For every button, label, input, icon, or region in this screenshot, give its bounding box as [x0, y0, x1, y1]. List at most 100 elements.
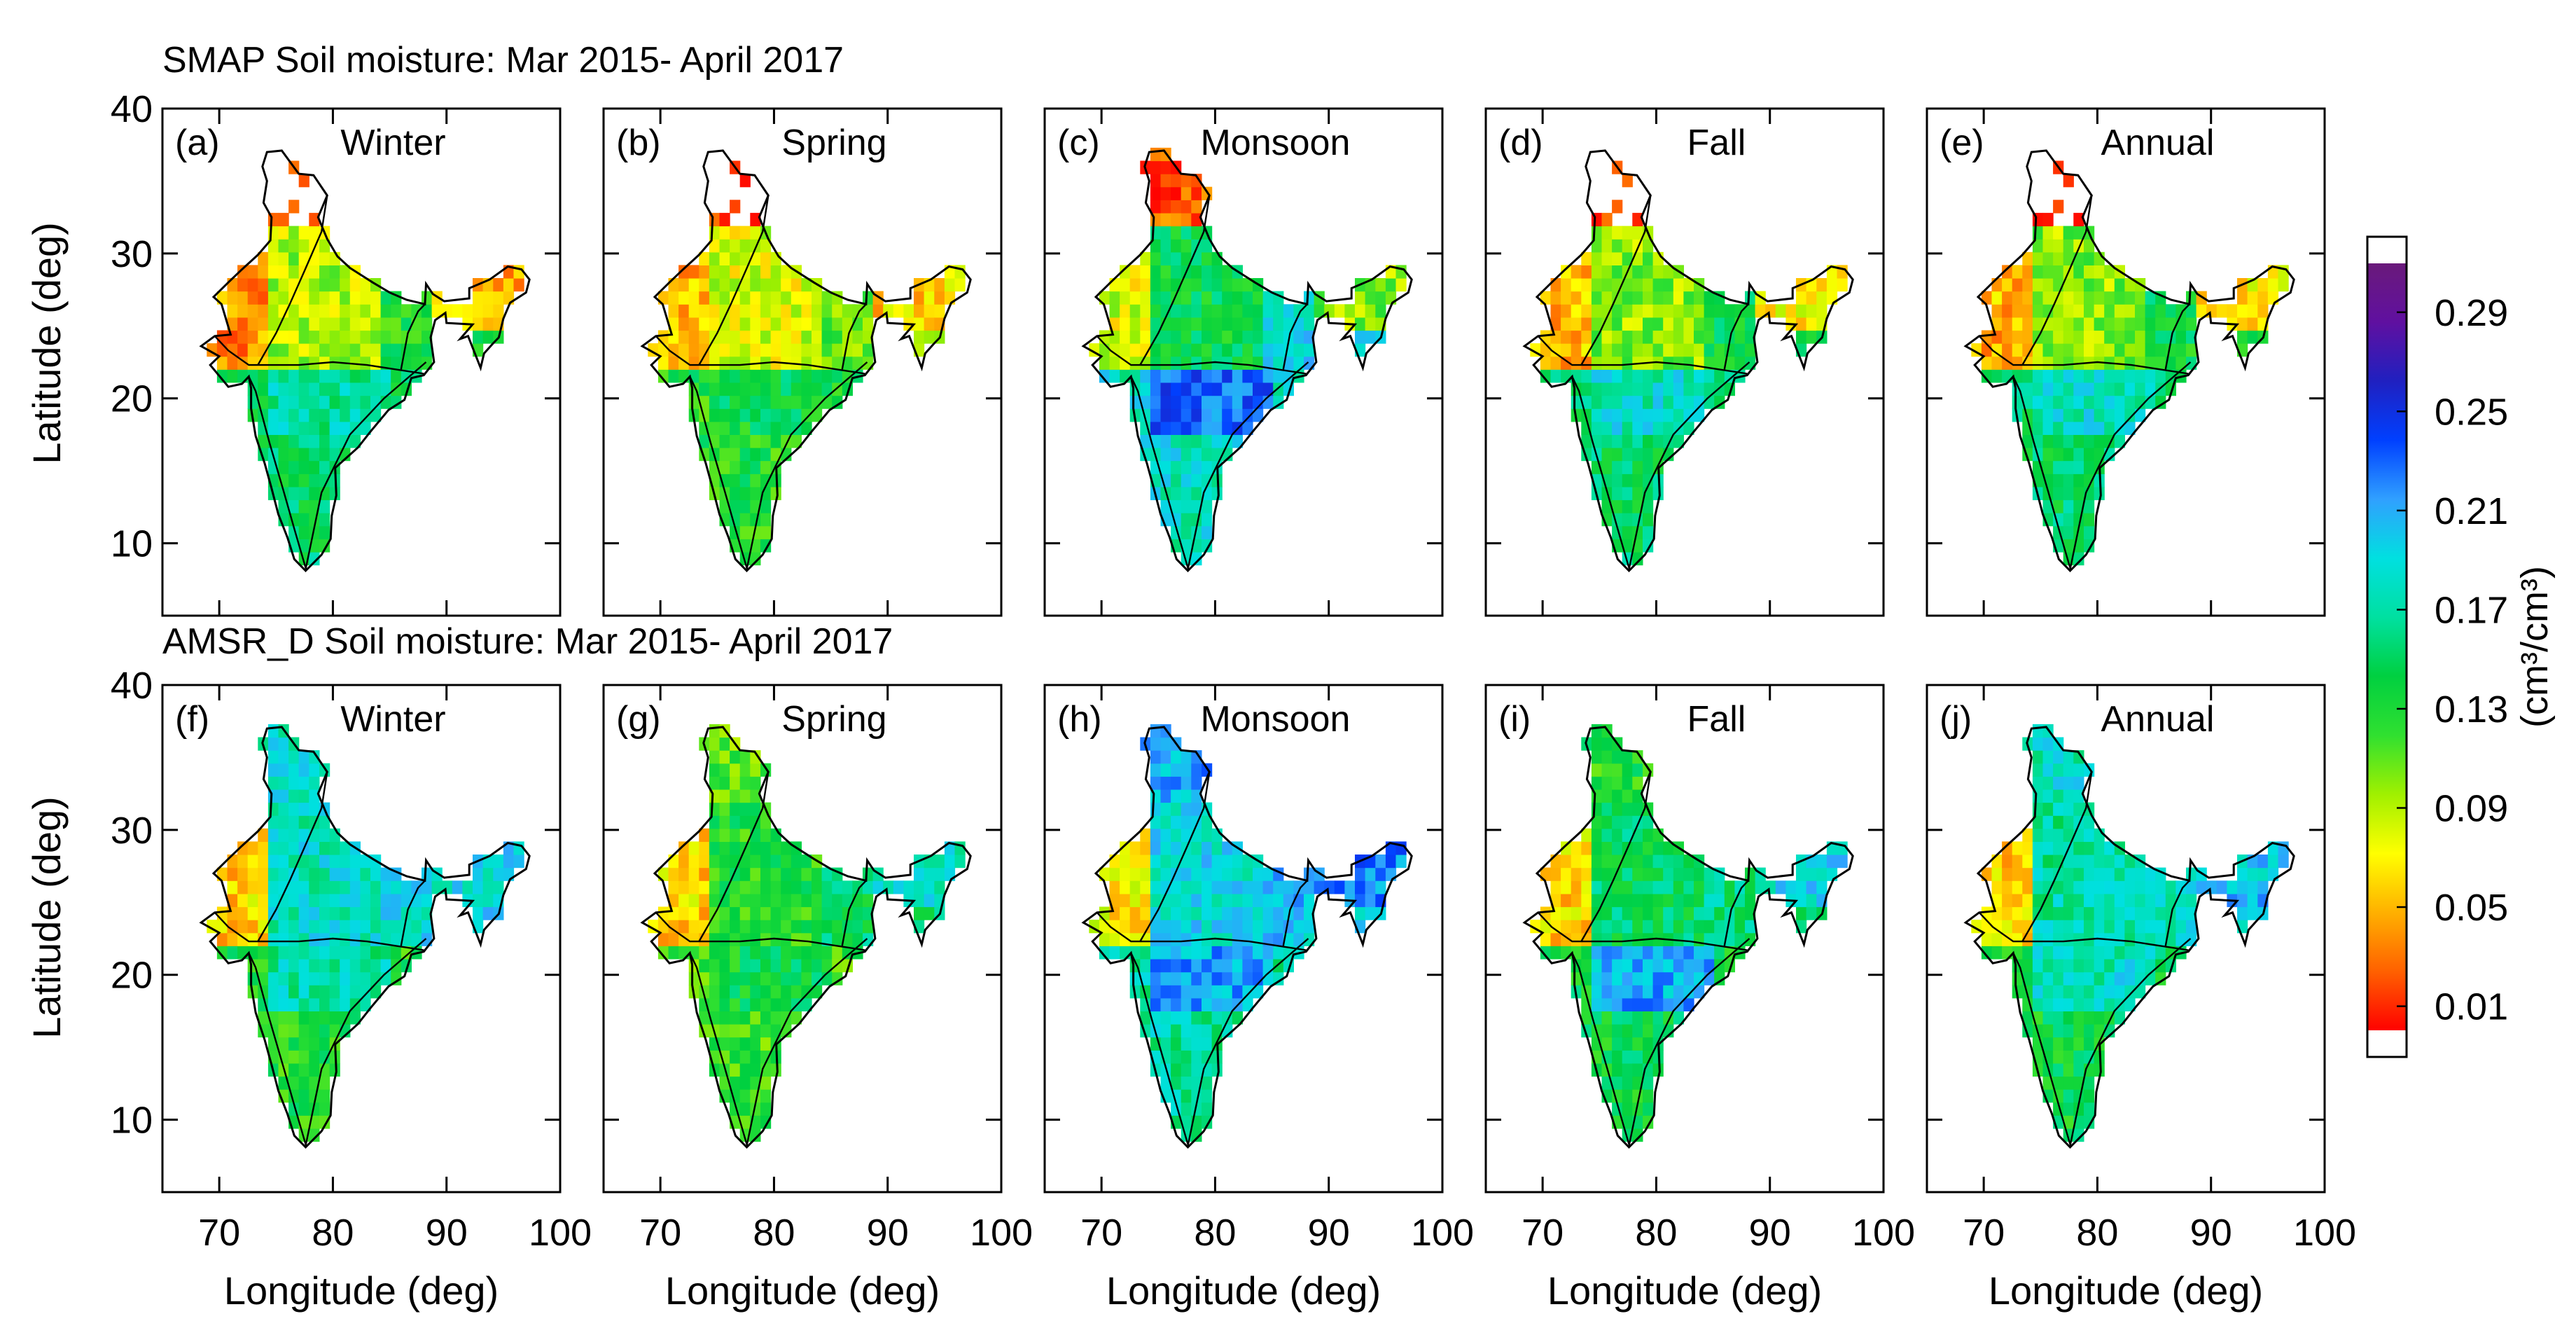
grid-cell — [801, 330, 812, 344]
grid-cell — [1734, 304, 1746, 318]
grid-cell — [1129, 841, 1141, 855]
grid-cell — [709, 841, 720, 855]
grid-cell — [1673, 291, 1684, 305]
grid-cell — [2012, 867, 2023, 881]
grid-cell — [1160, 251, 1171, 265]
grid-cell — [1612, 815, 1623, 829]
grid-cell — [730, 265, 741, 279]
grid-cell — [2114, 932, 2125, 946]
grid-cell — [750, 893, 761, 908]
grid-cell — [1612, 304, 1623, 318]
grid-cell — [1601, 251, 1613, 265]
grid-cell — [1612, 200, 1623, 214]
grid-cell — [1232, 317, 1243, 331]
grid-cell — [1591, 776, 1603, 790]
grid-cell — [1561, 946, 1572, 960]
grid-cell — [1981, 932, 1993, 946]
grid-cell — [2042, 460, 2054, 474]
grid-cell — [1694, 946, 1705, 960]
grid-cell — [1683, 880, 1694, 894]
grid-cell — [1816, 880, 1827, 894]
grid-cell — [1211, 343, 1223, 357]
grid-cell — [1262, 906, 1274, 920]
grid-cell — [1181, 434, 1192, 448]
grid-cell — [2124, 421, 2136, 435]
grid-cell — [1775, 880, 1786, 894]
grid-cell — [1324, 304, 1335, 318]
grid-cell — [411, 330, 422, 344]
grid-cell — [2032, 737, 2044, 751]
grid-cell — [2002, 880, 2013, 894]
grid-cell — [1140, 906, 1151, 920]
grid-cell — [2124, 855, 2136, 869]
grid-cell — [340, 278, 351, 292]
grid-cell — [1150, 971, 1162, 985]
grid-cell — [678, 343, 690, 357]
grid-cell — [770, 421, 781, 435]
grid-cell — [1734, 343, 1746, 357]
grid-cell — [309, 789, 320, 803]
grid-cell — [1129, 278, 1141, 292]
grid-cell — [699, 382, 710, 396]
grid-cell — [2042, 880, 2054, 894]
grid-cell — [730, 932, 741, 946]
grid-cell — [1181, 460, 1192, 474]
grid-cell — [1150, 997, 1162, 1011]
grid-cell — [1222, 959, 1233, 973]
grid-cell — [739, 763, 751, 777]
grid-cell — [1745, 920, 1756, 934]
grid-cell — [2104, 971, 2115, 985]
grid-cell — [1211, 855, 1223, 869]
grid-cell — [668, 855, 679, 869]
grid-cell — [1643, 893, 1654, 908]
grid-cell — [1550, 356, 1561, 370]
grid-cell — [770, 395, 781, 409]
grid-cell — [2053, 330, 2064, 344]
grid-cell — [2084, 971, 2095, 985]
grid-cell — [2042, 395, 2054, 409]
grid-cell — [1202, 1076, 1213, 1090]
grid-cell — [770, 920, 781, 934]
grid-cell — [1673, 867, 1684, 881]
grid-cell — [278, 356, 289, 370]
grid-cell — [278, 330, 289, 344]
grid-cell — [2145, 356, 2156, 370]
grid-cell — [2114, 893, 2125, 908]
grid-cell — [1160, 1011, 1171, 1025]
grid-cell — [709, 291, 720, 305]
grid-cell — [2155, 356, 2166, 370]
grid-cell — [2032, 946, 2044, 960]
grid-cell — [2042, 841, 2054, 855]
grid-cell — [267, 893, 279, 908]
grid-cell — [267, 815, 279, 829]
grid-cell — [1140, 265, 1151, 279]
grid-cell — [411, 356, 422, 370]
grid-cell — [801, 356, 812, 370]
grid-cell — [1222, 421, 1233, 435]
grid-cell — [2012, 278, 2023, 292]
grid-cell — [267, 251, 279, 265]
grid-cell — [247, 893, 258, 908]
grid-cell — [719, 867, 730, 881]
grid-cell — [760, 880, 772, 894]
grid-cell — [1109, 906, 1120, 920]
grid-cell — [309, 330, 320, 344]
grid-cell — [2104, 959, 2115, 973]
grid-cell — [298, 304, 309, 318]
grid-cell — [319, 841, 330, 855]
grid-cell — [2084, 448, 2095, 462]
grid-cell — [1099, 932, 1111, 946]
grid-cell — [730, 395, 741, 409]
grid-cell — [1622, 304, 1633, 318]
grid-cell — [1293, 343, 1304, 357]
x-tick-label: 100 — [2293, 1212, 2356, 1254]
grid-cell — [1591, 828, 1603, 842]
grid-cell — [1612, 971, 1623, 985]
grid-cell — [1643, 855, 1654, 869]
grid-cell — [278, 906, 289, 920]
india-outline — [640, 149, 972, 573]
grid-cell — [791, 356, 802, 370]
grid-cell — [1632, 763, 1643, 777]
grid-cell — [1160, 841, 1171, 855]
